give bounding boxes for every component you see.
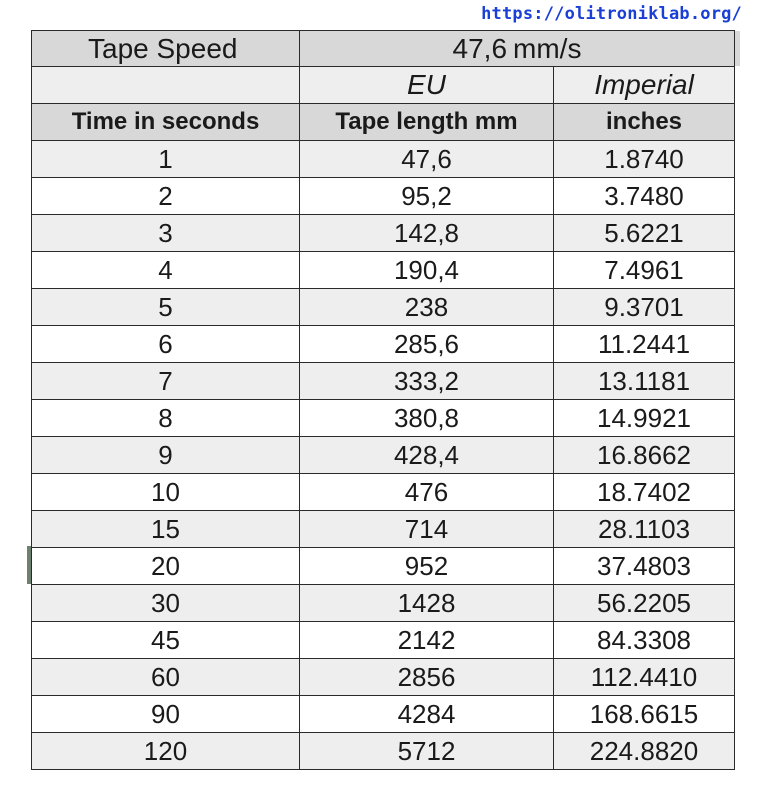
tape-length-table: Tape Speed 47,6 mm/s EU Imperial Time in… [31,30,735,770]
tape-speed-value: 47,6 [452,32,508,64]
length-mm-cell[interactable]: 380,8 [300,400,554,437]
header-length[interactable]: Tape length mm [300,104,554,141]
table-row: 120 5712 224.8820 [31,733,735,770]
length-mm-cell[interactable]: 2856 [300,659,554,696]
length-mm-cell[interactable]: 95,2 [300,178,554,215]
length-mm-cell[interactable]: 47,6 [300,141,554,178]
time-cell[interactable]: 5 [31,289,300,326]
length-mm-cell[interactable]: 2142 [300,622,554,659]
length-mm-cell[interactable]: 952 [300,548,554,585]
length-mm-cell[interactable]: 333,2 [300,363,554,400]
region-row: EU Imperial [31,67,735,104]
region-imperial[interactable]: Imperial [554,67,735,104]
tape-speed-row: Tape Speed 47,6 mm/s [31,30,735,67]
table-row: 6 285,6 11.2441 [31,326,735,363]
length-mm-cell[interactable]: 190,4 [300,252,554,289]
tape-speed-unit: mm/s [513,32,582,64]
time-cell[interactable]: 8 [31,400,300,437]
length-mm-cell[interactable]: 285,6 [300,326,554,363]
time-cell[interactable]: 90 [31,696,300,733]
inches-cell[interactable]: 56.2205 [554,585,735,622]
inches-cell[interactable]: 11.2441 [554,326,735,363]
length-mm-cell[interactable]: 5712 [300,733,554,770]
speed-row-overflow [735,31,740,66]
inches-cell[interactable]: 28.1103 [554,511,735,548]
inches-cell[interactable]: 1.8740 [554,141,735,178]
header-time[interactable]: Time in seconds [31,104,300,141]
length-mm-cell[interactable]: 142,8 [300,215,554,252]
inches-cell[interactable]: 168.6615 [554,696,735,733]
time-cell[interactable]: 45 [31,622,300,659]
inches-cell[interactable]: 7.4961 [554,252,735,289]
tape-speed-label[interactable]: Tape Speed [31,30,300,67]
length-mm-cell[interactable]: 238 [300,289,554,326]
time-cell[interactable]: 10 [31,474,300,511]
table-row: 4 190,4 7.4961 [31,252,735,289]
inches-cell[interactable]: 13.1181 [554,363,735,400]
site-watermark: https://olitroniklab.org/ [481,4,742,24]
inches-cell[interactable]: 112.4410 [554,659,735,696]
table-row: 5 238 9.3701 [31,289,735,326]
region-blank-cell[interactable] [31,67,300,104]
inches-cell[interactable]: 224.8820 [554,733,735,770]
time-cell[interactable]: 20 [31,548,300,585]
time-cell[interactable]: 4 [31,252,300,289]
table-row: 1 47,6 1.8740 [31,141,735,178]
length-mm-cell[interactable]: 428,4 [300,437,554,474]
table-row: 8 380,8 14.9921 [31,400,735,437]
table-row: 10 476 18.7402 [31,474,735,511]
inches-cell[interactable]: 14.9921 [554,400,735,437]
table-row: 7 333,2 13.1181 [31,363,735,400]
row-selection-marker [27,546,32,584]
table-row: 15 714 28.1103 [31,511,735,548]
table-row: 30 1428 56.2205 [31,585,735,622]
inches-cell[interactable]: 3.7480 [554,178,735,215]
length-mm-cell[interactable]: 4284 [300,696,554,733]
length-mm-cell[interactable]: 1428 [300,585,554,622]
table-row: 20 952 37.4803 [31,548,735,585]
time-cell[interactable]: 6 [31,326,300,363]
length-mm-cell[interactable]: 714 [300,511,554,548]
column-header-row: Time in seconds Tape length mm inches [31,104,735,141]
table-row: 45 2142 84.3308 [31,622,735,659]
inches-cell[interactable]: 5.6221 [554,215,735,252]
inches-cell[interactable]: 84.3308 [554,622,735,659]
table-row: 3 142,8 5.6221 [31,215,735,252]
time-cell[interactable]: 60 [31,659,300,696]
time-cell[interactable]: 9 [31,437,300,474]
time-cell[interactable]: 1 [31,141,300,178]
table-row: 90 4284 168.6615 [31,696,735,733]
inches-cell[interactable]: 18.7402 [554,474,735,511]
time-cell[interactable]: 120 [31,733,300,770]
tape-speed-value-cell[interactable]: 47,6 mm/s [300,30,735,67]
data-rows: 1 47,6 1.8740 2 95,2 3.7480 3 142,8 5.6221 4 190,4… [31,141,735,770]
time-cell[interactable]: 3 [31,215,300,252]
time-cell[interactable]: 30 [31,585,300,622]
time-cell[interactable]: 15 [31,511,300,548]
table-row: 2 95,2 3.7480 [31,178,735,215]
header-inches[interactable]: inches [554,104,735,141]
region-eu[interactable]: EU [300,67,554,104]
table-row: 9 428,4 16.8662 [31,437,735,474]
length-mm-cell[interactable]: 476 [300,474,554,511]
inches-cell[interactable]: 37.4803 [554,548,735,585]
inches-cell[interactable]: 9.3701 [554,289,735,326]
time-cell[interactable]: 2 [31,178,300,215]
time-cell[interactable]: 7 [31,363,300,400]
table-row: 60 2856 112.4410 [31,659,735,696]
inches-cell[interactable]: 16.8662 [554,437,735,474]
